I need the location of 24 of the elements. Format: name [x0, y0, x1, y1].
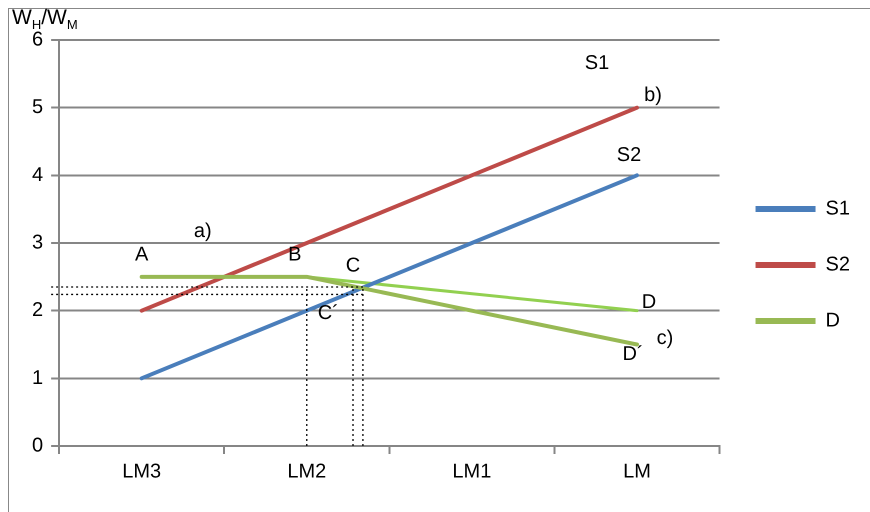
- y-tick-label: 4: [32, 164, 44, 186]
- legend-label: S1: [826, 198, 850, 220]
- x-tick-label: LM2: [287, 460, 326, 483]
- annotation: A: [135, 243, 150, 266]
- annotation: b): [644, 84, 662, 106]
- annotation: S1: [584, 52, 610, 74]
- annotation: C´: [318, 302, 339, 324]
- x-tick-label: LM3: [122, 460, 162, 483]
- y-tick-label: 2: [32, 299, 44, 322]
- annotation: B: [288, 243, 302, 266]
- x-tick-label: LM1: [452, 460, 492, 483]
- annotation: S2: [616, 144, 642, 166]
- legend-label: D: [826, 310, 840, 332]
- y-tick-label: 3: [32, 232, 44, 254]
- x-tick-label: LM: [623, 460, 651, 483]
- annotation: D: [642, 291, 656, 314]
- annotation: D´: [622, 343, 644, 366]
- y-tick-label: 5: [32, 96, 44, 118]
- annotation: a): [194, 220, 212, 242]
- legend-label: S2: [826, 254, 850, 276]
- y-tick-label: 1: [32, 366, 44, 389]
- y-tick-label: 0: [32, 434, 44, 457]
- annotation: c): [656, 327, 674, 350]
- annotation: C: [346, 254, 360, 277]
